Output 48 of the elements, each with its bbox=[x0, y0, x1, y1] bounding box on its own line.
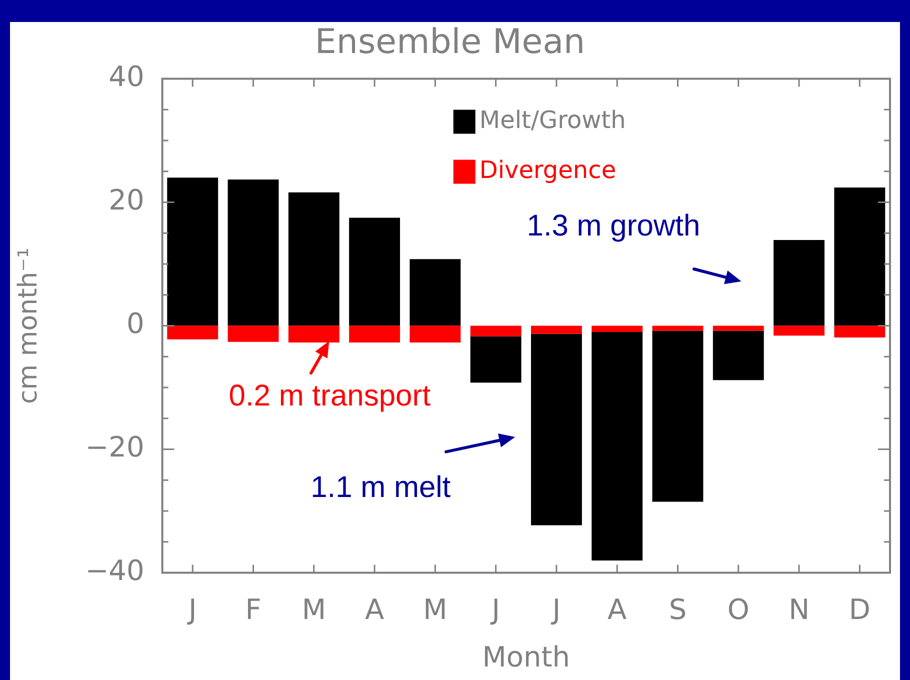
bar bbox=[834, 326, 886, 338]
bar bbox=[712, 330, 764, 380]
x-tick-label: J bbox=[550, 592, 561, 626]
x-tick-label: D bbox=[848, 592, 870, 626]
bar bbox=[470, 336, 522, 383]
x-tick-label: A bbox=[364, 592, 384, 626]
x-tick-label: J bbox=[186, 592, 197, 626]
bar bbox=[228, 326, 279, 342]
annotation: 1.3 m growth bbox=[526, 209, 700, 242]
x-axis-title: Month bbox=[482, 640, 570, 674]
y-tick-label: 20 bbox=[108, 184, 144, 217]
bar bbox=[834, 187, 886, 326]
x-tick-label: S bbox=[668, 592, 687, 626]
bar bbox=[410, 326, 461, 342]
bar bbox=[530, 326, 582, 334]
x-tick-label: J bbox=[490, 592, 500, 626]
bar bbox=[167, 326, 218, 340]
bar bbox=[774, 240, 825, 326]
x-tick-label: A bbox=[608, 592, 627, 626]
chart-title: Ensemble Mean bbox=[314, 22, 586, 62]
x-tick-label: F bbox=[245, 592, 262, 626]
bar bbox=[288, 192, 340, 326]
x-tick-label: N bbox=[788, 592, 810, 626]
annotation: 1.1 m melt bbox=[310, 471, 452, 504]
legend-label: Divergence bbox=[479, 156, 616, 184]
bar bbox=[349, 218, 400, 326]
bar bbox=[228, 179, 279, 326]
bar bbox=[652, 330, 704, 502]
y-tick-label: 0 bbox=[126, 307, 144, 340]
y-tick-label: 40 bbox=[108, 60, 144, 94]
bar bbox=[652, 326, 704, 331]
x-tick-label: O bbox=[727, 592, 750, 626]
bar bbox=[167, 178, 218, 326]
bar bbox=[712, 326, 764, 331]
bar bbox=[530, 334, 582, 526]
bar bbox=[592, 326, 643, 332]
x-tick-label: M bbox=[423, 592, 448, 626]
y-tick-label: −40 bbox=[85, 554, 144, 588]
y-axis-title: cm month⁻¹ bbox=[13, 248, 44, 404]
legend-label: Melt/Growth bbox=[479, 106, 626, 134]
y-tick-label: −20 bbox=[85, 430, 144, 464]
bar bbox=[592, 332, 643, 560]
bar bbox=[349, 326, 400, 342]
annotation: 0.2 m transport bbox=[228, 380, 432, 413]
bar bbox=[470, 326, 522, 336]
x-tick-label: M bbox=[302, 592, 326, 626]
bar bbox=[774, 326, 825, 336]
bar bbox=[410, 259, 461, 326]
